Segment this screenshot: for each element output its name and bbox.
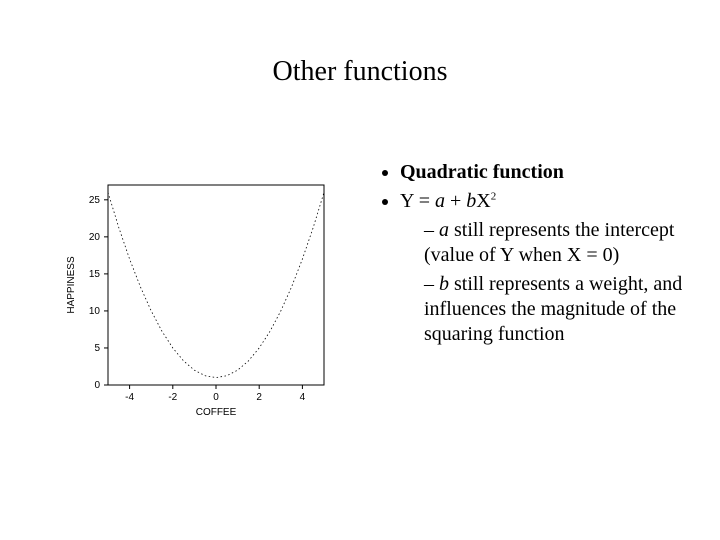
eq-a: a: [435, 190, 445, 212]
sub-bullet-1: a still represents the intercept (value …: [424, 218, 698, 268]
svg-text:0: 0: [213, 392, 219, 403]
svg-text:-4: -4: [125, 392, 134, 403]
svg-text:COFFEE: COFFEE: [196, 407, 237, 418]
eq-b: b: [466, 190, 476, 212]
svg-text:5: 5: [94, 343, 100, 354]
chart-container: -4 -2 0 2 4 0 5 10 15 20 25 COFFEE HAPPINESS: [60, 175, 340, 430]
quadratic-chart: -4 -2 0 2 4 0 5 10 15 20 25 COFFEE HAPPINESS: [60, 175, 340, 425]
svg-text:0: 0: [94, 380, 100, 391]
svg-text:2: 2: [256, 392, 262, 403]
eq-mid: +: [445, 190, 466, 212]
svg-text:15: 15: [89, 269, 101, 280]
sub2-rest: still represents a weight, and influence…: [424, 273, 682, 345]
svg-text:25: 25: [89, 195, 101, 206]
svg-text:4: 4: [300, 392, 306, 403]
bullet-1-text: Quadratic function: [400, 161, 564, 183]
svg-text:20: 20: [89, 232, 101, 243]
bullet-2: Y = a + bX2 a still represents the inter…: [400, 189, 698, 347]
sub2-b: b: [439, 273, 449, 295]
svg-text:HAPPINESS: HAPPINESS: [66, 256, 77, 314]
eq-pre: Y =: [400, 190, 435, 212]
bullet-list: Quadratic function Y = a + bX2 a still r…: [378, 160, 698, 351]
bullet-1: Quadratic function: [400, 160, 698, 185]
slide: Other functions -4 -2 0 2 4 0 5 10 15 20 25 COFFEE H…: [0, 0, 720, 540]
slide-title: Other functions: [0, 56, 720, 88]
svg-text:-2: -2: [168, 392, 177, 403]
sub-bullet-2: b still represents a weight, and influen…: [424, 272, 698, 347]
svg-text:10: 10: [89, 306, 101, 317]
sub1-rest: still represents the intercept (value of…: [424, 219, 674, 266]
sub1-a: a: [439, 219, 449, 241]
eq-exp: 2: [491, 190, 497, 202]
eq-post: X: [476, 190, 490, 212]
